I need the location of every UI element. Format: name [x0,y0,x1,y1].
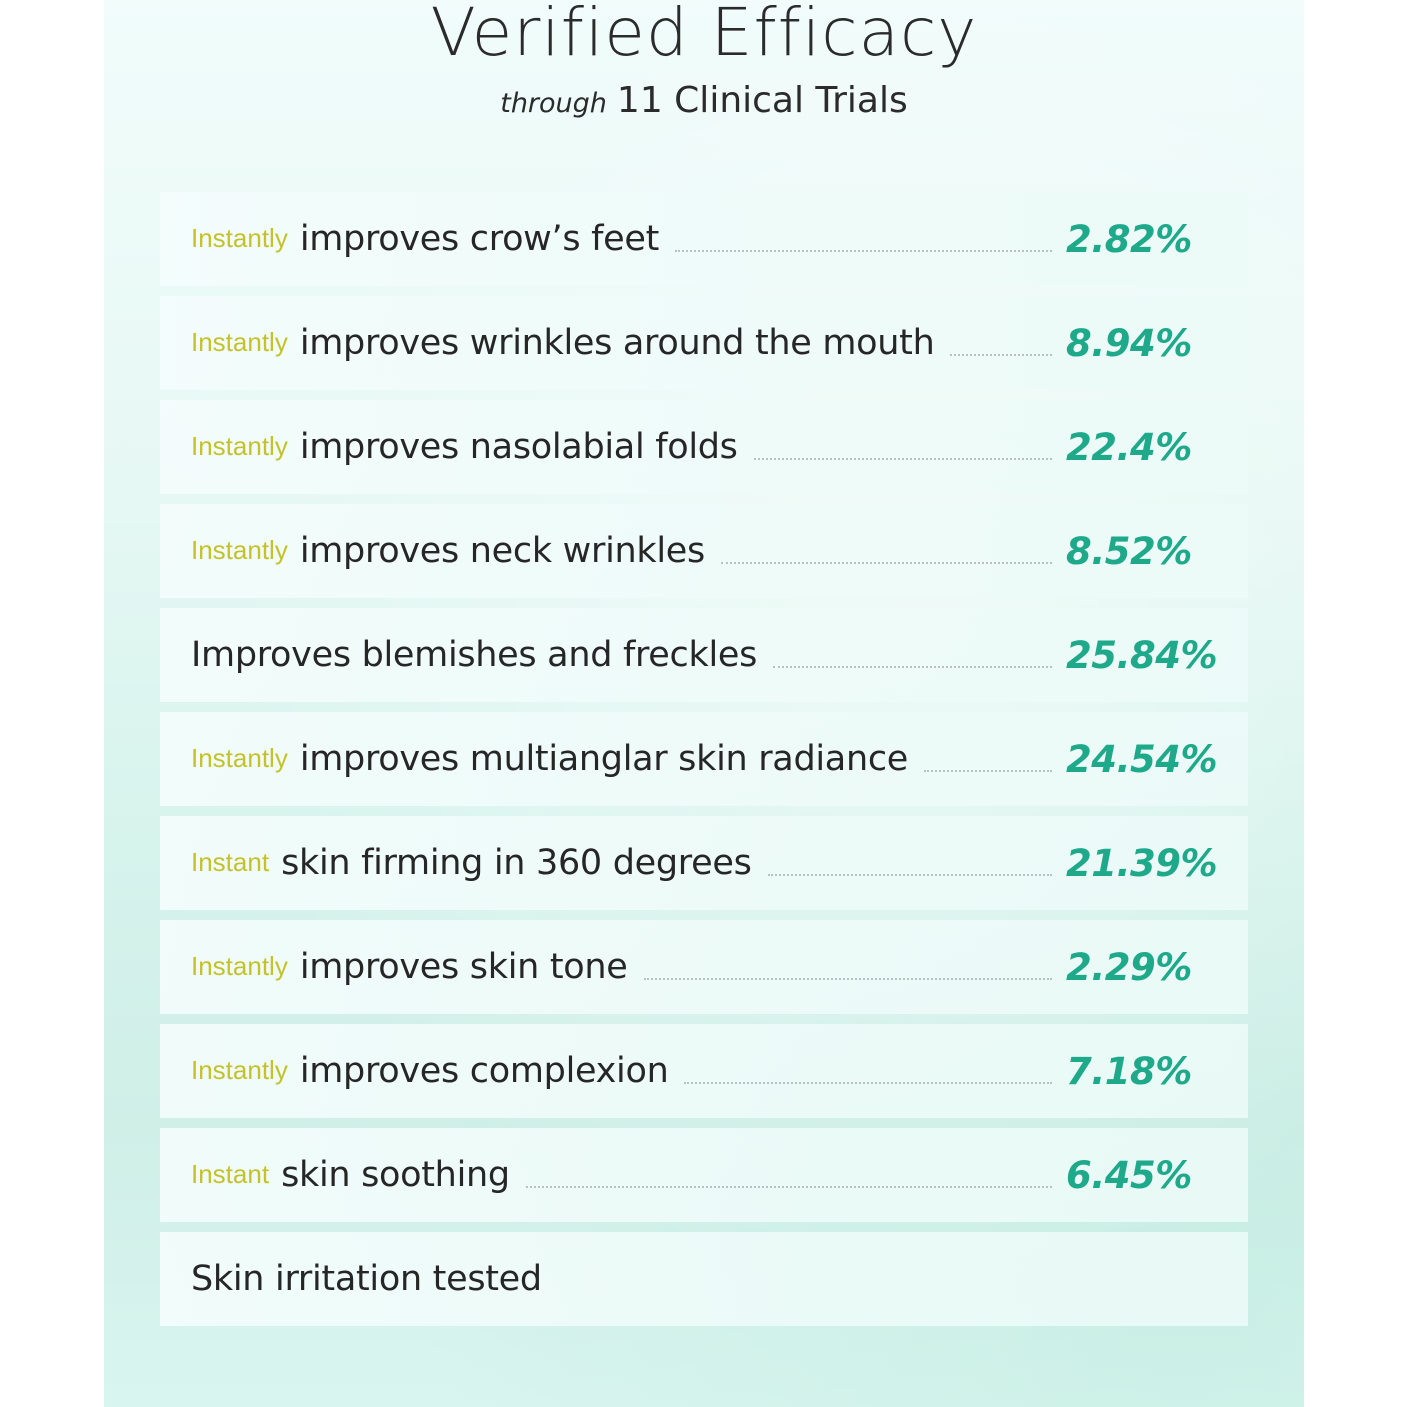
dotted-leader [720,562,1052,564]
dotted-leader [773,666,1052,668]
row-value: 7.18% [1066,1049,1192,1093]
row-label: skin firming in 360 degrees [281,843,752,883]
efficacy-row: Instantly improves wrinkles around the m… [160,296,1248,390]
page-title: Verified Efficacy [430,0,978,71]
efficacy-row: Instantly improves crow’s feet 2.82% [160,192,1248,286]
row-value: 2.29% [1066,945,1192,989]
dotted-leader [950,354,1052,356]
row-value: 2.82% [1066,217,1192,261]
dotted-leader [675,250,1052,252]
dotted-leader [924,770,1052,772]
dotted-leader [753,458,1052,460]
efficacy-row: Improves blemishes and freckles 25.84% [160,608,1248,702]
subtitle-italic: through [500,88,607,119]
row-prefix: Instantly [191,1054,288,1085]
dotted-leader [767,874,1052,876]
efficacy-row: Instantly improves complexion 7.18% [160,1024,1248,1118]
row-prefix: Instantly [191,430,288,461]
dotted-leader [643,978,1052,980]
row-prefix: Instantly [191,742,288,773]
row-value: 8.94% [1066,321,1192,365]
row-label: improves nasolabial folds [299,427,738,467]
row-label: Improves blemishes and freckles [191,635,758,675]
efficacy-row: Instantly improves nasolabial folds 22.4… [160,400,1248,494]
dotted-leader [525,1186,1052,1188]
dotted-leader [684,1082,1052,1084]
row-label: improves complexion [299,1051,669,1091]
row-prefix: Instant [191,846,270,877]
row-label: improves wrinkles around the mouth [299,323,935,363]
efficacy-row: Instantly improves skin tone 2.29% [160,920,1248,1014]
row-prefix: Instantly [191,222,288,253]
efficacy-row: Instant skin soothing 6.45% [160,1128,1248,1222]
row-label: improves neck wrinkles [299,531,705,571]
row-label: Skin irritation tested [191,1259,542,1299]
efficacy-panel: Verified Efficacy through 11 Clinical Tri… [104,0,1304,1407]
efficacy-row: Skin irritation tested [160,1232,1248,1326]
row-value: 22.4% [1066,425,1192,469]
row-label: improves multianglar skin radiance [299,739,909,779]
row-prefix: Instantly [191,534,288,565]
row-value: 25.84% [1066,633,1218,677]
subtitle-text: 11 Clinical Trials [616,80,908,121]
row-prefix: Instant [191,1158,270,1189]
efficacy-list: Instantly improves crow’s feet 2.82% Ins… [160,192,1248,1336]
efficacy-row: Instantly improves neck wrinkles 8.52% [160,504,1248,598]
row-prefix: Instantly [191,326,288,357]
efficacy-row: Instant skin firming in 360 degrees 21.3… [160,816,1248,910]
row-value: 6.45% [1066,1153,1192,1197]
row-prefix: Instantly [191,950,288,981]
page-subtitle: through 11 Clinical Trials [104,78,1304,127]
row-label: improves crow’s feet [299,219,660,259]
row-value: 21.39% [1066,841,1218,885]
row-label: skin soothing [281,1155,510,1195]
efficacy-row: Instantly improves multianglar skin radi… [160,712,1248,806]
row-value: 8.52% [1066,529,1192,573]
row-value: 24.54% [1066,737,1218,781]
row-label: improves skin tone [299,947,628,987]
